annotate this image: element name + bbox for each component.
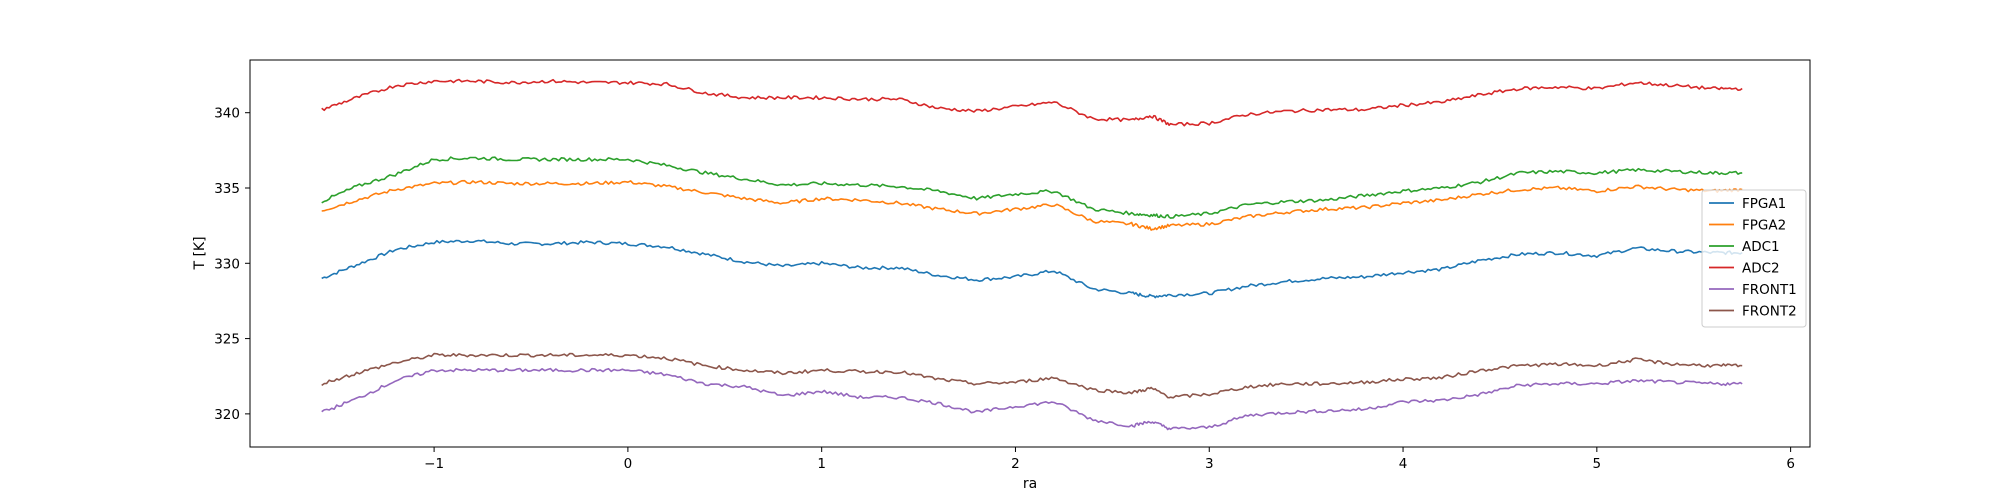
legend-label: FPGA2 [1742, 218, 1786, 234]
x-tick-label: −1 [424, 456, 444, 472]
series-line-fpga1 [321, 239, 1743, 299]
legend-label: FRONT1 [1742, 282, 1797, 298]
y-axis: 320 325 330 335 340 [214, 106, 250, 423]
series-line-fpga2 [321, 179, 1743, 231]
x-axis-label: ra [1023, 476, 1037, 492]
series-layer [321, 78, 1743, 431]
x-axis: −1 0 1 2 3 4 5 6 [424, 447, 1795, 472]
legend: FPGA1 FPGA2 ADC1 ADC2 FRONT1 FRONT2 [1701, 189, 1807, 328]
y-tick-label: 330 [214, 256, 240, 272]
series-line-front2 [321, 352, 1743, 399]
series-line-front1 [321, 367, 1743, 431]
legend-label: ADC2 [1742, 261, 1780, 277]
legend-label: FPGA1 [1742, 196, 1786, 212]
x-tick-label: 2 [1011, 456, 1020, 472]
series-line-adc1 [321, 156, 1743, 219]
x-tick-label: 6 [1786, 456, 1795, 472]
x-tick-label: 0 [624, 456, 633, 472]
x-tick-label: 4 [1399, 456, 1408, 472]
x-tick-label: 1 [817, 456, 826, 472]
legend-label: ADC1 [1742, 239, 1780, 255]
y-tick-label: 320 [214, 407, 240, 423]
y-axis-label: T [K] [192, 236, 208, 270]
plot-area [250, 60, 1810, 447]
series-line-adc2 [321, 78, 1743, 127]
y-tick-label: 340 [214, 106, 240, 122]
legend-label: FRONT2 [1742, 304, 1797, 320]
plot-frame [249, 59, 1811, 448]
y-tick-label: 335 [214, 181, 240, 197]
x-tick-label: 5 [1593, 456, 1602, 472]
y-tick-label: 325 [214, 332, 240, 348]
x-tick-label: 3 [1205, 456, 1214, 472]
